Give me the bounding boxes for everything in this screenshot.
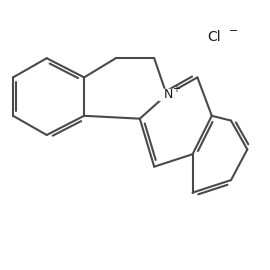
Text: −: −: [229, 26, 238, 36]
Bar: [159, 89, 178, 100]
Text: N: N: [163, 88, 173, 101]
Text: +: +: [173, 85, 181, 94]
Text: Cl: Cl: [208, 29, 221, 43]
